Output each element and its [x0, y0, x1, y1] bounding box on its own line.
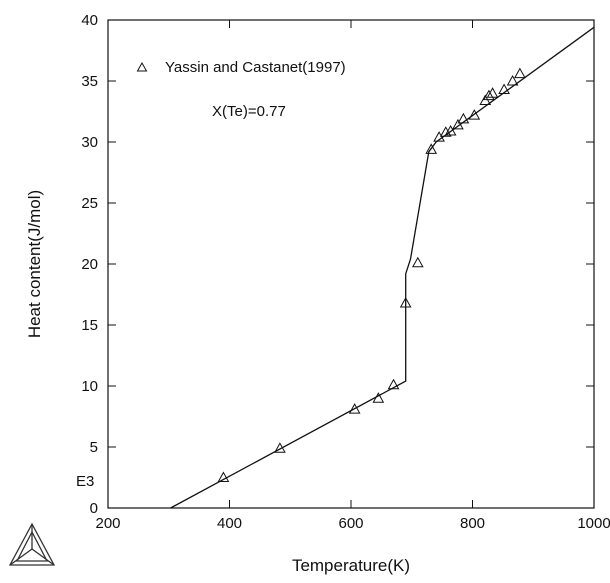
y-tick-label: 30 [81, 134, 98, 151]
x-tick-label: 400 [217, 515, 242, 532]
data-point [274, 442, 286, 453]
data-point [439, 126, 452, 137]
data-point [514, 67, 526, 79]
y-tick-label: 20 [81, 256, 98, 273]
y-tick-label: 5 [90, 439, 98, 456]
data-point [483, 89, 495, 101]
x-tick-label: 600 [338, 515, 363, 532]
data-point [372, 392, 385, 403]
y-tick-labels: 0 5 10 15 20 25 30 35 40 [81, 12, 98, 517]
legend-marker-triangle [136, 61, 148, 72]
legend-label: Yassin and Castanet(1997) [165, 59, 346, 76]
data-point [399, 297, 412, 308]
data-point [486, 87, 499, 98]
x-tick-label: 800 [460, 515, 485, 532]
data-point [498, 83, 510, 95]
data-point [468, 109, 481, 120]
x-axis-title: Temperature(K) [292, 556, 410, 575]
corner-label: E3 [76, 473, 94, 490]
data-point [444, 124, 457, 136]
data-point [452, 118, 464, 130]
axis-ticks [107, 19, 595, 509]
composition-annotation: X(Te)=0.77 [212, 103, 286, 120]
x-tick-label: 1000 [577, 515, 610, 532]
data-point [457, 112, 470, 124]
data-point [348, 403, 361, 414]
y-tick-label: 35 [81, 73, 98, 90]
x-tick-label: 200 [95, 515, 120, 532]
data-points [217, 67, 526, 482]
data-point [425, 143, 438, 154]
y-tick-label: 0 [90, 500, 98, 517]
data-point [217, 471, 230, 482]
x-tick-labels: 200 400 600 800 1000 [95, 515, 610, 532]
plot-frame [107, 19, 595, 509]
thermo-calc-triangle-icon [8, 522, 56, 566]
y-tick-label: 40 [81, 12, 98, 29]
y-tick-label: 15 [81, 317, 98, 334]
data-point [387, 378, 400, 390]
calculated-curve [170, 26, 595, 509]
y-tick-label: 10 [81, 378, 98, 395]
y-axis-title: Heat content(J/mol) [25, 190, 44, 338]
y-tick-label: 25 [81, 195, 98, 212]
data-point [506, 74, 519, 86]
data-point [411, 256, 424, 268]
